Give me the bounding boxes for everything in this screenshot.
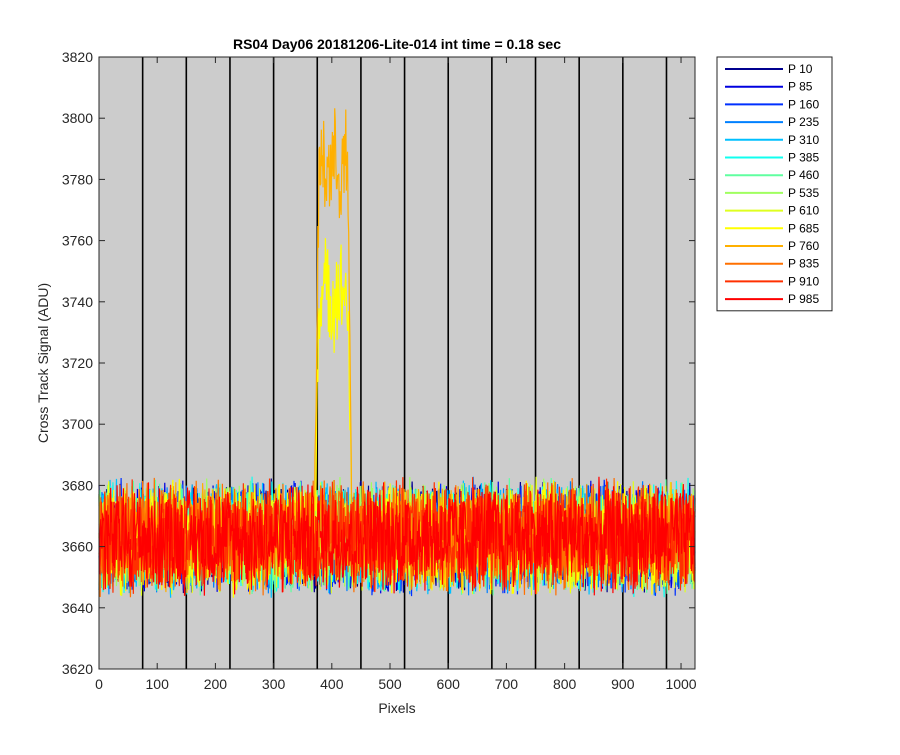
legend-entry: P 685 <box>788 221 819 235</box>
x-tick-label: 200 <box>204 676 228 692</box>
chart-title: RS04 Day06 20181206-Lite-014 int time = … <box>233 36 561 52</box>
legend-entry: P 235 <box>788 115 819 129</box>
x-tick-label: 800 <box>553 676 577 692</box>
legend-box <box>716 56 833 312</box>
x-tick-label: 0 <box>95 676 103 692</box>
legend-entry: P 310 <box>788 133 819 147</box>
y-tick-label: 3660 <box>62 539 93 555</box>
x-tick-label: 700 <box>495 676 519 692</box>
y-tick-label: 3700 <box>62 416 93 432</box>
x-tick-label: 1000 <box>665 676 696 692</box>
x-tick-label: 300 <box>262 676 286 692</box>
y-axis-label: Cross Track Signal (ADU) <box>35 283 51 443</box>
legend-entry: P 985 <box>788 292 819 306</box>
legend-entry: P 460 <box>788 168 819 182</box>
y-tick-label: 3720 <box>62 355 93 371</box>
legend-entry: P 160 <box>788 97 819 111</box>
y-tick-label: 3760 <box>62 233 93 249</box>
x-tick-label: 400 <box>320 676 344 692</box>
legend: P 10 P 85 P 160 P 235 P 310 P 385 P 460 P 535 P … <box>716 56 833 312</box>
legend-entry: P 10 <box>788 62 813 76</box>
x-tick-label: 900 <box>611 676 635 692</box>
x-tick-label: 500 <box>378 676 402 692</box>
x-axis: 0 100 200 300 400 500 600 700 800 900 1000 <box>95 57 697 692</box>
y-tick-label: 3780 <box>62 171 93 187</box>
series-layer <box>98 108 696 598</box>
y-tick-label: 3820 <box>62 49 93 65</box>
legend-entry: P 835 <box>788 257 819 271</box>
y-tick-label: 3620 <box>62 661 93 677</box>
x-axis-label: Pixels <box>378 700 415 716</box>
x-tick-label: 600 <box>437 676 461 692</box>
series-line <box>98 476 696 596</box>
y-tick-label: 3740 <box>62 294 93 310</box>
y-tick-label: 3680 <box>62 477 93 493</box>
legend-entry: P 85 <box>788 80 813 94</box>
legend-entry: P 760 <box>788 239 819 253</box>
legend-entry: P 535 <box>788 186 819 200</box>
x-tick-label: 100 <box>146 676 170 692</box>
legend-entry: P 385 <box>788 151 819 165</box>
y-axis: 3620 3640 3660 3680 3700 3720 3740 3760 3780 3800… <box>62 49 695 677</box>
y-tick-label: 3640 <box>62 600 93 616</box>
legend-entry: P 910 <box>788 274 819 288</box>
y-tick-label: 3800 <box>62 110 93 126</box>
legend-entry: P 610 <box>788 204 819 218</box>
